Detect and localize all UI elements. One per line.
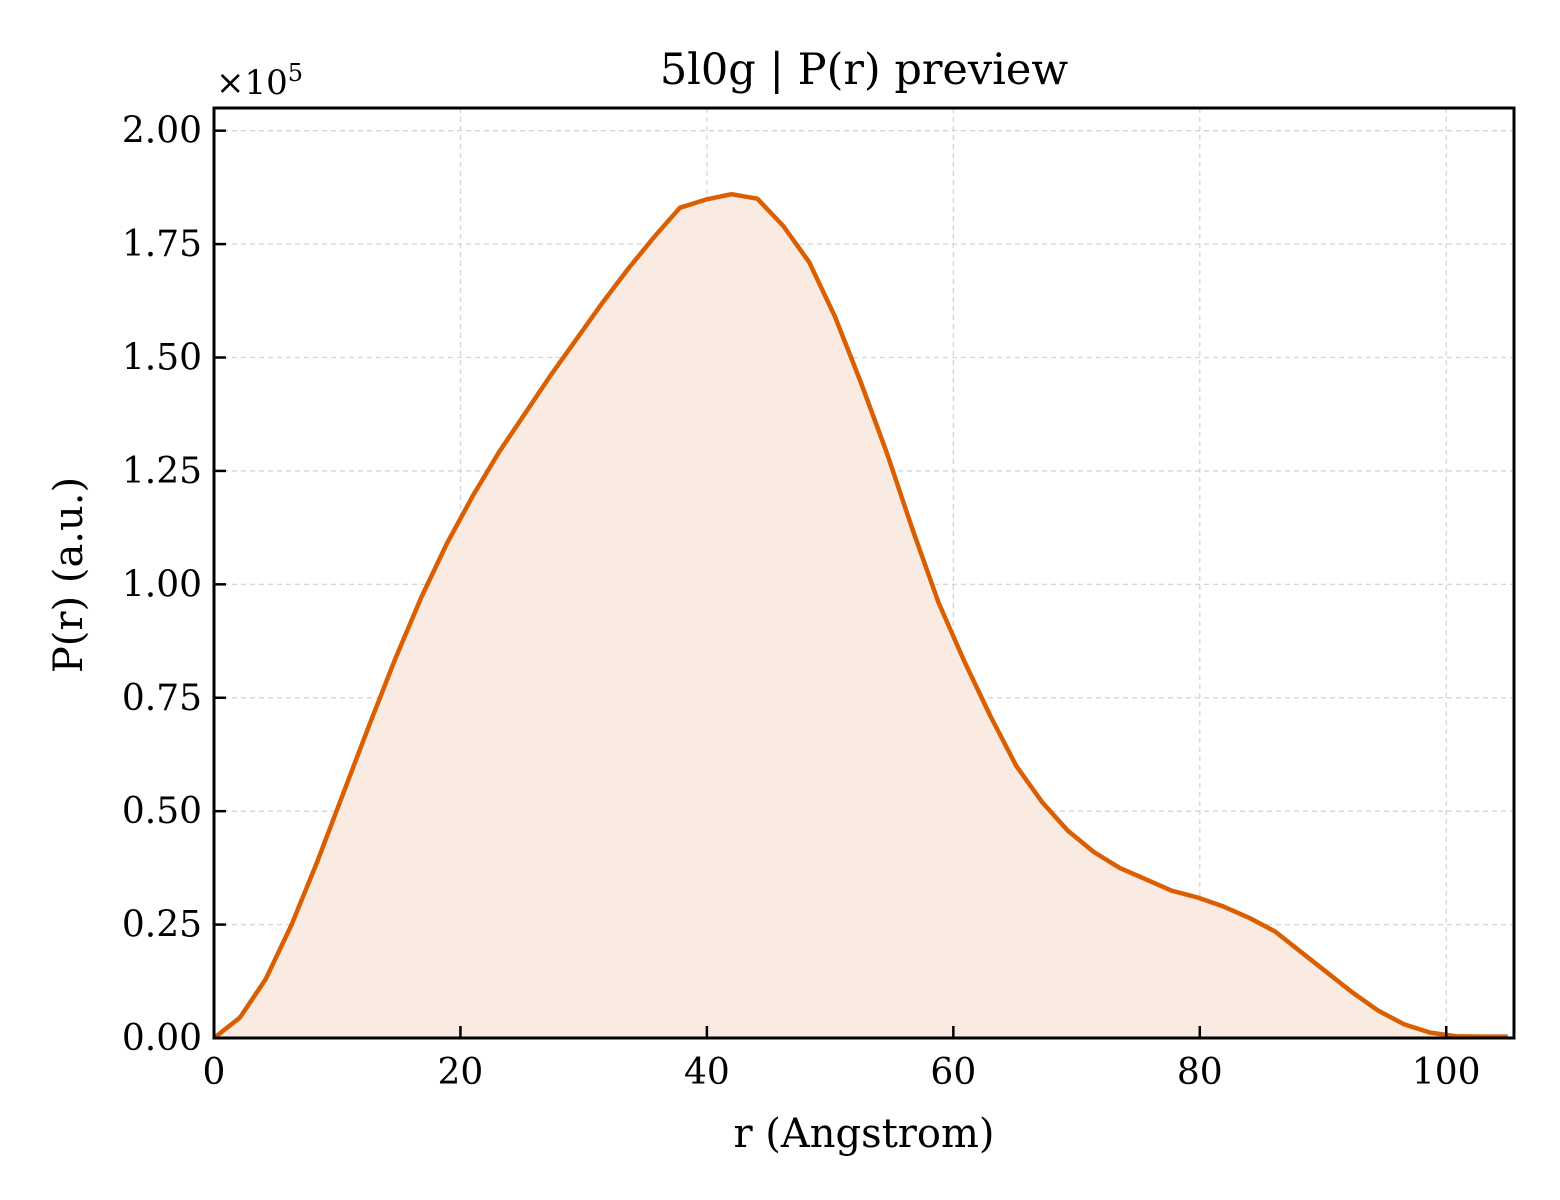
y-tick-label: 0.25	[122, 905, 202, 946]
y-tick-label: 1.25	[122, 451, 202, 492]
y-multiplier-base: ×10	[216, 63, 288, 103]
y-axis-ticks: 0.00 0.25 0.50 0.75 1.00 1.25 1.50 1.75 2.00	[122, 111, 226, 1059]
x-tick-label: 80	[1177, 1052, 1223, 1093]
y-tick-label: 0.75	[122, 678, 202, 719]
y-tick-label: 1.75	[122, 224, 202, 265]
pr-curve	[212, 191, 1508, 1040]
y-axis-label: P(r) (a.u.)	[46, 477, 92, 673]
x-tick-label: 0	[203, 1052, 226, 1093]
x-tick-label: 100	[1412, 1052, 1481, 1093]
y-multiplier-exponent: 5	[288, 59, 303, 87]
x-axis-ticks: 0 20 40 60 80 100	[203, 1026, 1481, 1093]
x-tick-label: 20	[438, 1052, 484, 1093]
y-tick-label: 1.50	[122, 338, 202, 379]
plot-frame	[212, 106, 1516, 1040]
x-tick-label: 60	[930, 1052, 976, 1093]
pr-area-fill	[214, 194, 1508, 1038]
x-axis-label: r (Angstrom)	[733, 1111, 994, 1157]
y-tick-label: 0.00	[122, 1018, 202, 1059]
x-tick-label: 40	[684, 1052, 730, 1093]
y-tick-label: 1.00	[122, 564, 202, 605]
y-multiplier: ×105	[216, 59, 303, 103]
y-tick-label: 0.50	[122, 791, 202, 832]
y-tick-label: 2.00	[122, 111, 202, 152]
chart-title: 5l0g | P(r) preview	[660, 45, 1069, 95]
